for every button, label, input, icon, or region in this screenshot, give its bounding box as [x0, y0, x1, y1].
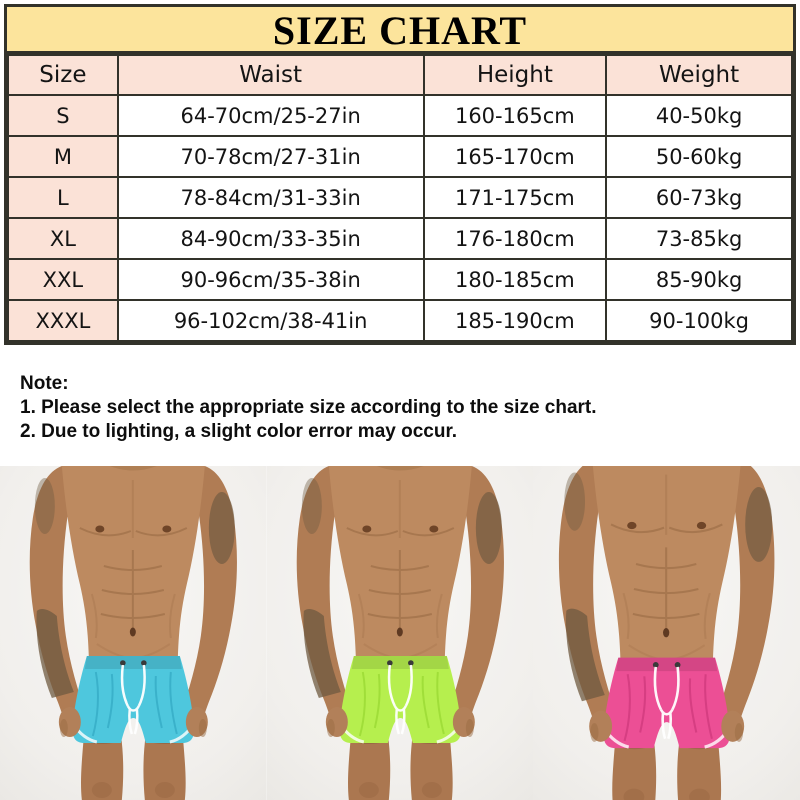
height-cell: 180-185cm — [422, 258, 608, 301]
product-photo-pink-shorts — [533, 466, 800, 800]
table-row-l: L 78-84cm/31-33in 171-175cm 60-73kg — [7, 176, 793, 219]
waist-cell: 70-78cm/27-31in — [116, 135, 425, 178]
size-table: Size Waist Height Weight S 64-70cm/25-27… — [7, 54, 793, 342]
column-header-height: Height — [422, 54, 608, 96]
green-shorts-figure — [267, 466, 534, 800]
size-chart: SIZE CHART Size Waist Height Weight S 64… — [4, 4, 796, 345]
size-cell: S — [7, 94, 119, 137]
weight-cell: 40-50kg — [605, 94, 793, 137]
note-block: Note: 1. Please select the appropriate s… — [20, 372, 780, 444]
column-header-weight: Weight — [605, 54, 793, 96]
waist-cell: 96-102cm/38-41in — [116, 299, 425, 342]
table-row-s: S 64-70cm/25-27in 160-165cm 40-50kg — [7, 94, 793, 137]
product-photo-green-shorts — [266, 466, 534, 800]
male-model-figure — [0, 466, 267, 800]
column-header-waist: Waist — [116, 54, 425, 96]
waist-cell: 84-90cm/33-35in — [116, 217, 425, 260]
table-row-m: M 70-78cm/27-31in 165-170cm 50-60kg — [7, 135, 793, 178]
waist-cell: 90-96cm/35-38in — [116, 258, 425, 301]
size-cell: XL — [7, 217, 119, 260]
waist-cell: 64-70cm/25-27in — [116, 94, 425, 137]
male-model-figure — [533, 466, 800, 800]
weight-cell: 73-85kg — [605, 217, 793, 260]
product-photo-row — [0, 466, 800, 800]
size-cell: XXXL — [7, 299, 119, 342]
column-header-size: Size — [7, 54, 119, 96]
size-chart-title: SIZE CHART — [7, 7, 793, 54]
size-cell: XXL — [7, 258, 119, 301]
height-cell: 171-175cm — [422, 176, 608, 219]
height-cell: 185-190cm — [422, 299, 608, 342]
height-cell: 160-165cm — [422, 94, 608, 137]
height-cell: 165-170cm — [422, 135, 608, 178]
note-line-1: 1. Please select the appropriate size ac… — [20, 397, 597, 418]
table-row-xl: XL 84-90cm/33-35in 176-180cm 73-85kg — [7, 217, 793, 260]
note-line-2: 2. Due to lighting, a slight color error… — [20, 421, 458, 442]
waist-cell: 78-84cm/31-33in — [116, 176, 425, 219]
weight-cell: 90-100kg — [605, 299, 793, 342]
weight-cell: 50-60kg — [605, 135, 793, 178]
weight-cell: 60-73kg — [605, 176, 793, 219]
note-heading: Note: — [20, 373, 69, 394]
header-row: Size Waist Height Weight — [7, 54, 793, 96]
male-model-figure — [267, 466, 534, 800]
weight-cell: 85-90kg — [605, 258, 793, 301]
height-cell: 176-180cm — [422, 217, 608, 260]
product-photo-blue-shorts — [0, 466, 267, 800]
size-cell: L — [7, 176, 119, 219]
table-row-xxxl: XXXL 96-102cm/38-41in 185-190cm 90-100kg — [7, 299, 793, 342]
pink-shorts-figure — [533, 466, 800, 800]
blue-shorts-figure — [0, 466, 267, 800]
table-row-xxl: XXL 90-96cm/35-38in 180-185cm 85-90kg — [7, 258, 793, 301]
size-cell: M — [7, 135, 119, 178]
